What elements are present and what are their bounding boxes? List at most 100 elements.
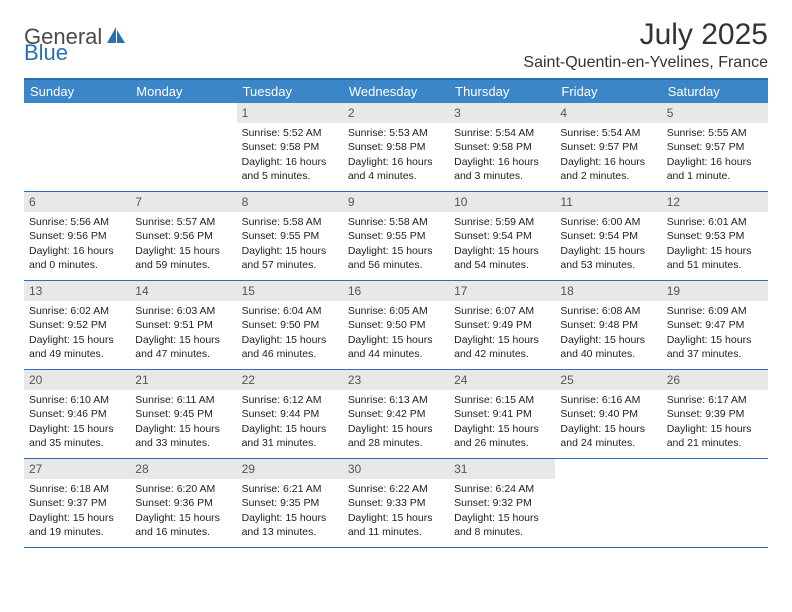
- day-number: 20: [24, 370, 130, 390]
- day-body: Sunrise: 5:54 AMSunset: 9:58 PMDaylight:…: [449, 123, 555, 188]
- day-number: 15: [237, 281, 343, 301]
- day-cell: .: [555, 459, 661, 547]
- week-row: 27Sunrise: 6:18 AMSunset: 9:37 PMDayligh…: [24, 459, 768, 548]
- day-number: 28: [130, 459, 236, 479]
- day-cell: 27Sunrise: 6:18 AMSunset: 9:37 PMDayligh…: [24, 459, 130, 547]
- day-number: 12: [662, 192, 768, 212]
- day-cell: 4Sunrise: 5:54 AMSunset: 9:57 PMDaylight…: [555, 103, 661, 191]
- day-number: 11: [555, 192, 661, 212]
- weekday-header: Thursday: [449, 80, 555, 103]
- day-cell: 25Sunrise: 6:16 AMSunset: 9:40 PMDayligh…: [555, 370, 661, 458]
- week-row: 6Sunrise: 5:56 AMSunset: 9:56 PMDaylight…: [24, 192, 768, 281]
- day-body: Sunrise: 5:56 AMSunset: 9:56 PMDaylight:…: [24, 212, 130, 277]
- day-number: 17: [449, 281, 555, 301]
- weekday-header: Sunday: [24, 80, 130, 103]
- day-number: 27: [24, 459, 130, 479]
- location: Saint-Quentin-en-Yvelines, France: [523, 54, 768, 72]
- day-body: Sunrise: 6:18 AMSunset: 9:37 PMDaylight:…: [24, 479, 130, 544]
- day-cell: 21Sunrise: 6:11 AMSunset: 9:45 PMDayligh…: [130, 370, 236, 458]
- weekday-header: Monday: [130, 80, 236, 103]
- header: General July 2025 Saint-Quentin-en-Yveli…: [24, 18, 768, 72]
- day-cell: 12Sunrise: 6:01 AMSunset: 9:53 PMDayligh…: [662, 192, 768, 280]
- day-body: Sunrise: 6:02 AMSunset: 9:52 PMDaylight:…: [24, 301, 130, 366]
- day-body: Sunrise: 6:17 AMSunset: 9:39 PMDaylight:…: [662, 390, 768, 455]
- day-cell: 30Sunrise: 6:22 AMSunset: 9:33 PMDayligh…: [343, 459, 449, 547]
- day-number: 1: [237, 103, 343, 123]
- day-cell: 29Sunrise: 6:21 AMSunset: 9:35 PMDayligh…: [237, 459, 343, 547]
- day-body: Sunrise: 6:10 AMSunset: 9:46 PMDaylight:…: [24, 390, 130, 455]
- day-number: 16: [343, 281, 449, 301]
- day-cell: 16Sunrise: 6:05 AMSunset: 9:50 PMDayligh…: [343, 281, 449, 369]
- day-cell: 26Sunrise: 6:17 AMSunset: 9:39 PMDayligh…: [662, 370, 768, 458]
- week-row: 20Sunrise: 6:10 AMSunset: 9:46 PMDayligh…: [24, 370, 768, 459]
- day-body: Sunrise: 5:58 AMSunset: 9:55 PMDaylight:…: [237, 212, 343, 277]
- day-number: 13: [24, 281, 130, 301]
- day-cell: 5Sunrise: 5:55 AMSunset: 9:57 PMDaylight…: [662, 103, 768, 191]
- day-cell: 28Sunrise: 6:20 AMSunset: 9:36 PMDayligh…: [130, 459, 236, 547]
- day-body: Sunrise: 5:54 AMSunset: 9:57 PMDaylight:…: [555, 123, 661, 188]
- day-number: 8: [237, 192, 343, 212]
- day-cell: 10Sunrise: 5:59 AMSunset: 9:54 PMDayligh…: [449, 192, 555, 280]
- weeks-container: .. 1Sunrise: 5:52 AMSunset: 9:58 PMDaylig…: [24, 103, 768, 548]
- day-cell: 15Sunrise: 6:04 AMSunset: 9:50 PMDayligh…: [237, 281, 343, 369]
- day-body: Sunrise: 6:16 AMSunset: 9:40 PMDaylight:…: [555, 390, 661, 455]
- day-number: 26: [662, 370, 768, 390]
- day-body: Sunrise: 6:13 AMSunset: 9:42 PMDaylight:…: [343, 390, 449, 455]
- day-number: 21: [130, 370, 236, 390]
- day-number: 23: [343, 370, 449, 390]
- day-cell: 22Sunrise: 6:12 AMSunset: 9:44 PMDayligh…: [237, 370, 343, 458]
- day-number: 9: [343, 192, 449, 212]
- day-cell: 18Sunrise: 6:08 AMSunset: 9:48 PMDayligh…: [555, 281, 661, 369]
- day-number: 24: [449, 370, 555, 390]
- day-cell: 3Sunrise: 5:54 AMSunset: 9:58 PMDaylight…: [449, 103, 555, 191]
- day-body: Sunrise: 6:03 AMSunset: 9:51 PMDaylight:…: [130, 301, 236, 366]
- day-body: Sunrise: 6:12 AMSunset: 9:44 PMDaylight:…: [237, 390, 343, 455]
- day-cell: 20Sunrise: 6:10 AMSunset: 9:46 PMDayligh…: [24, 370, 130, 458]
- logo-blue-line: Blue: [24, 40, 68, 66]
- day-body: Sunrise: 5:55 AMSunset: 9:57 PMDaylight:…: [662, 123, 768, 188]
- logo-sail-icon: [106, 26, 126, 49]
- day-body: Sunrise: 6:20 AMSunset: 9:36 PMDaylight:…: [130, 479, 236, 544]
- day-cell: 14Sunrise: 6:03 AMSunset: 9:51 PMDayligh…: [130, 281, 236, 369]
- day-body: Sunrise: 5:58 AMSunset: 9:55 PMDaylight:…: [343, 212, 449, 277]
- day-number: 14: [130, 281, 236, 301]
- day-body: Sunrise: 5:57 AMSunset: 9:56 PMDaylight:…: [130, 212, 236, 277]
- day-cell: 8Sunrise: 5:58 AMSunset: 9:55 PMDaylight…: [237, 192, 343, 280]
- day-body: Sunrise: 6:22 AMSunset: 9:33 PMDaylight:…: [343, 479, 449, 544]
- day-cell: .: [24, 103, 130, 191]
- day-body: Sunrise: 6:00 AMSunset: 9:54 PMDaylight:…: [555, 212, 661, 277]
- day-number: 4: [555, 103, 661, 123]
- day-number: 19: [662, 281, 768, 301]
- day-cell: 9Sunrise: 5:58 AMSunset: 9:55 PMDaylight…: [343, 192, 449, 280]
- day-number: 5: [662, 103, 768, 123]
- day-cell: 19Sunrise: 6:09 AMSunset: 9:47 PMDayligh…: [662, 281, 768, 369]
- day-cell: 23Sunrise: 6:13 AMSunset: 9:42 PMDayligh…: [343, 370, 449, 458]
- day-cell: 1Sunrise: 5:52 AMSunset: 9:58 PMDaylight…: [237, 103, 343, 191]
- week-row: ..1Sunrise: 5:52 AMSunset: 9:58 PMDaylig…: [24, 103, 768, 192]
- day-number: 30: [343, 459, 449, 479]
- calendar: SundayMondayTuesdayWednesdayThursdayFrid…: [24, 78, 768, 548]
- day-body: Sunrise: 5:53 AMSunset: 9:58 PMDaylight:…: [343, 123, 449, 188]
- day-cell: 31Sunrise: 6:24 AMSunset: 9:32 PMDayligh…: [449, 459, 555, 547]
- day-cell: 13Sunrise: 6:02 AMSunset: 9:52 PMDayligh…: [24, 281, 130, 369]
- day-number: 18: [555, 281, 661, 301]
- day-cell: 7Sunrise: 5:57 AMSunset: 9:56 PMDaylight…: [130, 192, 236, 280]
- day-body: Sunrise: 5:59 AMSunset: 9:54 PMDaylight:…: [449, 212, 555, 277]
- day-body: Sunrise: 6:05 AMSunset: 9:50 PMDaylight:…: [343, 301, 449, 366]
- day-cell: 11Sunrise: 6:00 AMSunset: 9:54 PMDayligh…: [555, 192, 661, 280]
- day-number: 6: [24, 192, 130, 212]
- day-body: Sunrise: 6:11 AMSunset: 9:45 PMDaylight:…: [130, 390, 236, 455]
- weekday-header: Wednesday: [343, 80, 449, 103]
- day-number: 22: [237, 370, 343, 390]
- day-number: 7: [130, 192, 236, 212]
- day-body: Sunrise: 6:15 AMSunset: 9:41 PMDaylight:…: [449, 390, 555, 455]
- weekday-header: Friday: [555, 80, 661, 103]
- day-body: Sunrise: 6:04 AMSunset: 9:50 PMDaylight:…: [237, 301, 343, 366]
- day-number: 2: [343, 103, 449, 123]
- week-row: 13Sunrise: 6:02 AMSunset: 9:52 PMDayligh…: [24, 281, 768, 370]
- day-body: Sunrise: 6:09 AMSunset: 9:47 PMDaylight:…: [662, 301, 768, 366]
- day-cell: 2Sunrise: 5:53 AMSunset: 9:58 PMDaylight…: [343, 103, 449, 191]
- day-body: Sunrise: 6:07 AMSunset: 9:49 PMDaylight:…: [449, 301, 555, 366]
- day-cell: .: [662, 459, 768, 547]
- day-number: 10: [449, 192, 555, 212]
